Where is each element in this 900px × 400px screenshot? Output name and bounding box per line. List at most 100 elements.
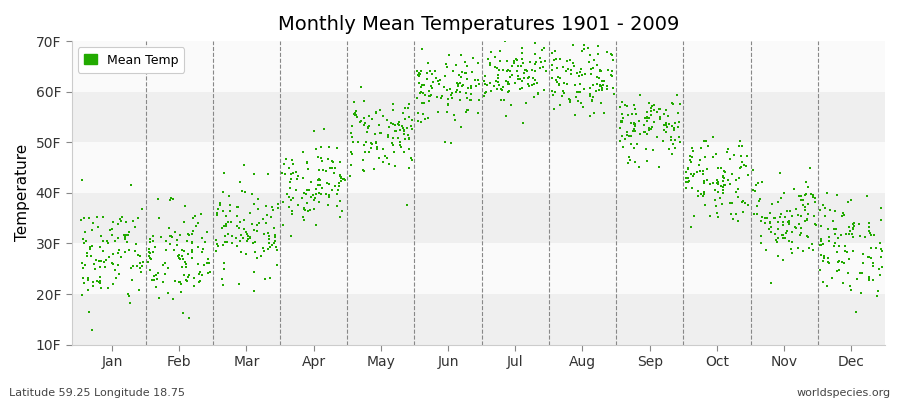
Point [386,120,400,127]
Point [325,187,339,194]
Point [379,155,393,162]
Point [231,281,246,287]
Point [471,110,485,116]
Point [599,83,614,90]
Point [846,226,860,232]
Point [411,70,426,77]
Point [739,163,753,169]
Point [529,80,544,86]
Point [113,254,128,260]
Point [853,290,868,296]
Point [325,158,339,164]
Point [585,94,599,100]
Point [356,115,371,121]
Point [494,86,508,92]
Point [460,62,474,69]
Point [296,214,310,220]
Point [866,277,880,284]
Point [873,272,887,278]
Point [709,151,724,157]
Point [156,278,170,285]
Point [710,214,724,221]
Point [297,217,311,223]
Point [313,176,328,183]
Point [311,190,326,196]
Point [791,212,806,218]
Point [454,97,468,103]
Point [668,137,682,143]
Point [93,244,107,250]
Point [416,90,430,96]
Point [670,110,685,116]
Point [422,98,436,105]
Point [679,185,693,192]
Point [402,135,417,142]
Point [849,309,863,315]
Point [150,270,165,276]
Point [556,64,571,70]
Point [422,88,436,94]
Point [176,272,191,278]
Point [544,50,559,56]
Point [830,268,844,274]
Point [670,124,685,130]
Point [834,259,849,266]
Point [845,234,859,240]
Point [309,146,323,152]
Point [873,246,887,252]
Point [548,88,562,95]
Point [276,222,291,228]
Point [259,212,274,218]
Point [505,72,519,78]
Point [816,253,831,260]
Point [573,80,588,87]
Point [77,280,92,286]
Point [118,236,132,242]
Point [696,171,710,178]
Point [523,59,537,65]
Point [738,199,752,206]
Point [629,110,643,117]
Point [847,223,861,229]
Point [814,236,828,242]
Point [397,127,411,133]
Point [582,85,597,91]
Point [326,159,340,165]
Point [746,167,760,174]
Point [161,264,176,271]
Point [646,118,661,125]
Point [680,168,694,175]
Point [837,212,851,218]
Point [594,78,608,84]
Point [317,126,331,133]
Point [443,86,457,92]
Point [799,190,814,197]
Point [212,200,227,206]
Point [411,118,426,124]
Point [112,247,126,253]
Point [345,151,359,157]
Point [807,198,822,205]
Point [332,183,347,190]
Point [236,235,250,242]
Point [613,124,627,131]
Point [528,67,543,74]
Point [436,84,451,90]
Point [828,207,842,214]
Point [151,215,166,222]
Point [847,220,861,226]
Point [394,123,409,129]
Point [149,272,164,278]
Point [593,68,608,74]
Point [146,238,160,244]
Point [210,210,224,216]
Point [828,240,842,246]
Point [539,68,554,74]
Point [202,269,217,276]
Point [143,250,157,257]
Point [815,258,830,264]
Point [358,149,373,155]
Point [349,108,364,114]
Point [595,85,609,91]
Point [563,97,578,103]
